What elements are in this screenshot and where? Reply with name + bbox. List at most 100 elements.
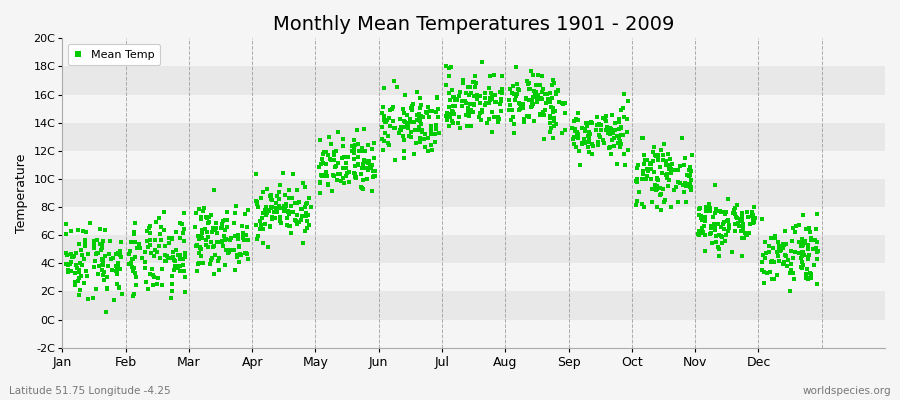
Mean Temp [603,125,617,131]
Mean Temp [76,280,91,286]
Mean Temp [746,214,760,220]
Mean Temp [86,295,101,301]
Mean Temp [96,238,111,244]
Mean Temp [327,173,341,179]
Mean Temp [788,222,803,229]
Mean Temp [386,118,400,124]
Mean Temp [375,110,390,117]
Mean Temp [113,239,128,246]
Mean Temp [283,209,297,215]
Mean Temp [477,95,491,101]
Mean Temp [522,97,536,104]
Mean Temp [267,214,282,221]
Mean Temp [719,209,733,216]
Mean Temp [95,258,110,264]
Mean Temp [340,154,355,160]
Mean Temp [218,216,232,223]
Mean Temp [205,244,220,250]
Mean Temp [205,255,220,262]
Mean Temp [166,254,180,260]
Mean Temp [783,270,797,276]
Mean Temp [64,268,78,274]
Mean Temp [412,111,427,117]
Mean Temp [757,280,771,286]
Mean Temp [276,208,291,214]
Mean Temp [143,271,157,278]
Mean Temp [331,129,346,135]
Mean Temp [446,94,461,100]
Mean Temp [157,209,171,215]
Mean Temp [195,260,210,266]
Mean Temp [547,80,562,86]
Mean Temp [114,291,129,298]
Mean Temp [567,134,581,140]
Mean Temp [810,249,824,255]
Mean Temp [742,221,757,227]
Mean Temp [61,266,76,273]
Text: Latitude 51.75 Longitude -4.25: Latitude 51.75 Longitude -4.25 [9,386,171,396]
Mean Temp [602,130,616,136]
Mean Temp [192,236,206,242]
Mean Temp [213,239,228,245]
Mean Temp [590,122,605,128]
Mean Temp [730,215,744,221]
Mean Temp [444,110,458,117]
Mean Temp [229,267,243,273]
Mean Temp [388,125,402,131]
Mean Temp [268,204,283,211]
Mean Temp [737,234,751,241]
Mean Temp [95,256,110,262]
Mean Temp [754,267,769,274]
Mean Temp [72,267,86,274]
Mean Temp [709,206,724,212]
Mean Temp [770,272,785,278]
Mean Temp [400,123,415,130]
Mean Temp [201,220,215,226]
Mean Temp [272,203,286,209]
Mean Temp [279,200,293,207]
Mean Temp [355,148,369,154]
Mean Temp [158,258,172,264]
Mean Temp [614,132,628,138]
Mean Temp [200,215,214,222]
Mean Temp [72,241,86,248]
Mean Temp [788,229,802,236]
Mean Temp [645,158,660,164]
Mean Temp [493,101,508,108]
Mean Temp [692,212,706,218]
Mean Temp [455,80,470,86]
Mean Temp [756,252,770,258]
Mean Temp [706,240,720,246]
Mean Temp [195,227,210,233]
Mean Temp [698,214,713,220]
Mean Temp [127,291,141,298]
Mean Temp [149,281,164,288]
Mean Temp [629,178,643,184]
Mean Temp [513,100,527,107]
Mean Temp [113,248,128,254]
Mean Temp [269,200,284,206]
Mean Temp [539,100,554,106]
Mean Temp [569,116,583,122]
Mean Temp [601,130,616,136]
Mean Temp [542,99,556,106]
Mean Temp [422,108,436,114]
Mean Temp [204,257,219,263]
Mean Temp [438,62,453,69]
Mean Temp [635,168,650,174]
Mean Temp [630,197,644,204]
Mean Temp [198,242,212,248]
Mean Temp [794,243,808,250]
Mean Temp [94,245,109,252]
Mean Temp [546,105,561,111]
Mean Temp [714,209,728,216]
Mean Temp [176,268,191,274]
Mean Temp [577,135,591,142]
Mean Temp [570,130,584,136]
Mean Temp [282,208,296,215]
Mean Temp [194,246,209,252]
Mean Temp [692,228,706,234]
Mean Temp [512,87,526,93]
Mean Temp [272,195,286,202]
Mean Temp [569,144,583,150]
